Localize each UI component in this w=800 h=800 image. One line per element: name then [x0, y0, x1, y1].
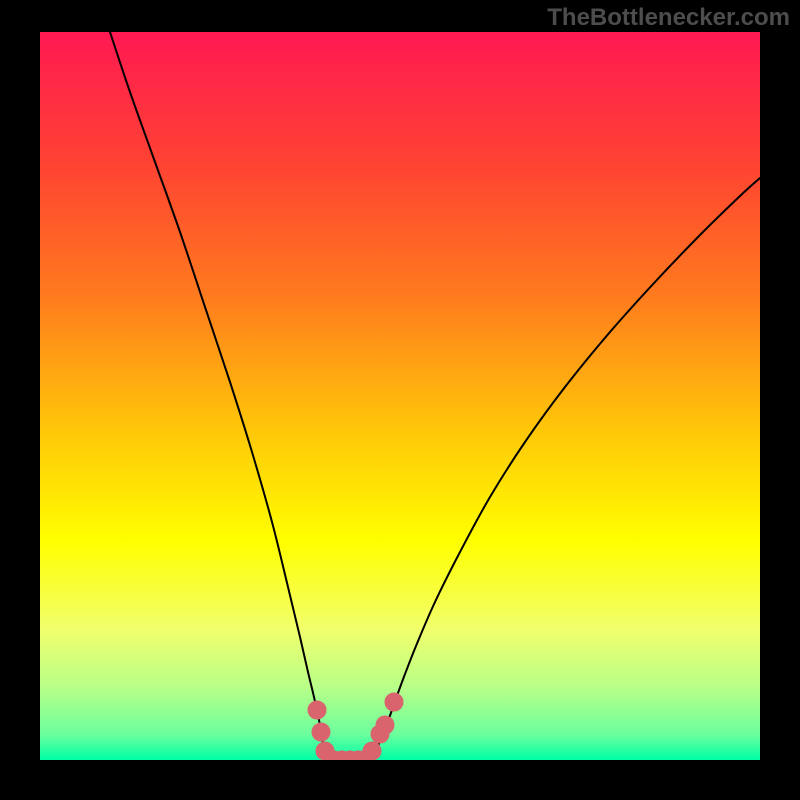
chart-canvas: TheBottlenecker.com [0, 0, 800, 800]
curve-marker [363, 742, 381, 760]
curve-marker [312, 723, 330, 741]
curve-marker [385, 693, 403, 711]
watermark-text: TheBottlenecker.com [547, 4, 790, 32]
curve-marker [376, 716, 394, 734]
bottleneck-chart [40, 32, 760, 760]
curve-marker [308, 701, 326, 719]
